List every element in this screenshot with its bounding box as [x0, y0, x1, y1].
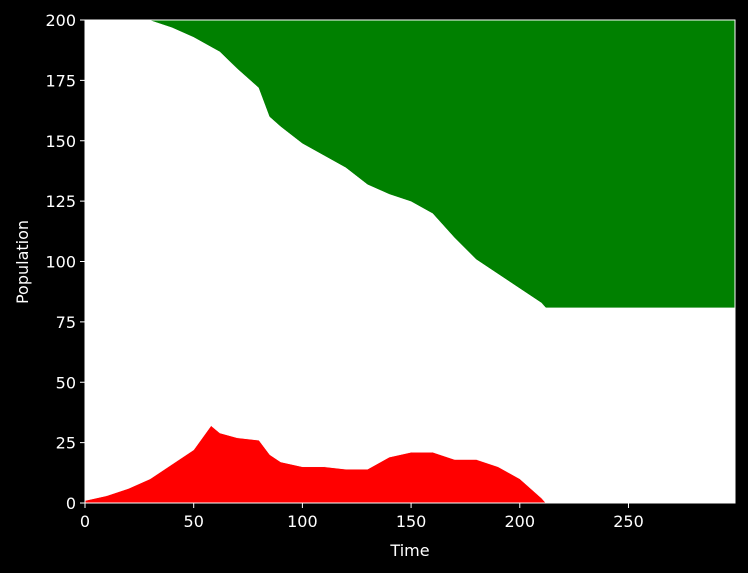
plot-area	[84, 19, 736, 504]
y-tick-label: 0	[66, 494, 76, 513]
y-tick-label: 25	[56, 434, 76, 453]
x-tick-label: 250	[613, 512, 644, 531]
y-tick-label: 175	[45, 71, 76, 90]
y-tick-label: 75	[56, 313, 76, 332]
y-tick-label: 100	[45, 253, 76, 272]
y-axis-label: Population	[13, 220, 32, 304]
x-tick-label: 200	[505, 512, 536, 531]
x-axis-label: Time	[389, 541, 429, 560]
x-tick-label: 50	[184, 512, 204, 531]
y-tick-label: 125	[45, 192, 76, 211]
y-tick-label: 200	[45, 11, 76, 30]
x-tick-label: 0	[80, 512, 90, 531]
x-tick-label: 100	[287, 512, 318, 531]
y-tick-label: 50	[56, 373, 76, 392]
x-tick-label: 150	[396, 512, 427, 531]
y-tick-label: 150	[45, 132, 76, 151]
